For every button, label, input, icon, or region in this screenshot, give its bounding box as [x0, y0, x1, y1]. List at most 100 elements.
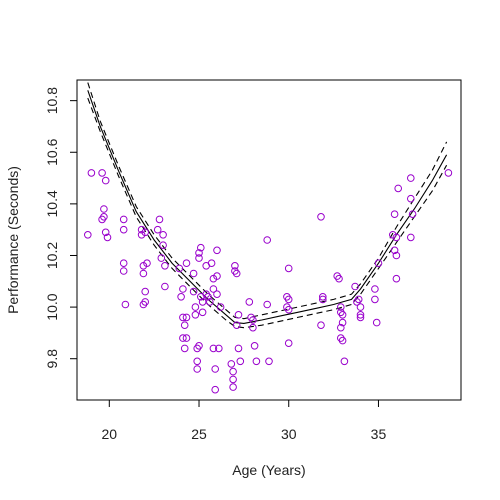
- upper-confidence-band: [87, 82, 448, 320]
- data-point: [265, 357, 273, 366]
- data-point: [356, 311, 365, 319]
- data-point: [354, 295, 363, 304]
- x-tick-label: 30: [281, 426, 297, 442]
- x-tick-label: 35: [371, 426, 387, 442]
- data-point: [195, 249, 203, 257]
- data-point: [234, 311, 243, 319]
- data-point: [211, 385, 219, 394]
- data-point: [182, 334, 191, 342]
- data-point: [143, 259, 151, 268]
- data-point: [189, 269, 198, 278]
- data-point: [227, 360, 236, 368]
- data-point: [121, 300, 130, 309]
- data-point: [236, 357, 245, 366]
- data-point: [390, 210, 399, 218]
- data-point: [245, 298, 254, 306]
- data-point: [335, 274, 343, 283]
- data-point: [215, 344, 223, 353]
- data-point: [232, 269, 241, 278]
- data-point: [119, 225, 128, 234]
- data-point: [198, 298, 207, 306]
- data-point: [157, 254, 166, 262]
- y-tick-label: 10.8: [44, 87, 60, 114]
- data-point: [338, 311, 347, 319]
- data-point: [193, 357, 201, 366]
- data-point: [371, 295, 379, 304]
- data-point: [317, 213, 325, 221]
- data-point: [119, 259, 128, 268]
- data-point: [182, 259, 191, 268]
- data-point: [284, 305, 293, 314]
- data-point: [337, 334, 345, 342]
- data-point: [284, 339, 293, 348]
- data-point: [175, 264, 184, 273]
- data-point: [249, 323, 257, 332]
- data-point: [213, 290, 221, 299]
- data-point: [193, 365, 201, 373]
- lower-confidence-band: [87, 97, 448, 329]
- data-point: [103, 233, 112, 242]
- data-point: [356, 313, 365, 322]
- data-point: [191, 303, 200, 311]
- data-point: [206, 298, 214, 306]
- data-points: [84, 169, 453, 394]
- data-point: [209, 285, 218, 293]
- data-point: [250, 342, 259, 350]
- data-point: [353, 298, 361, 306]
- data-point: [182, 313, 191, 322]
- data-point: [371, 285, 379, 293]
- data-point: [119, 267, 128, 275]
- data-point: [101, 176, 110, 185]
- data-point: [177, 293, 185, 301]
- data-point: [229, 383, 237, 391]
- data-point: [319, 295, 327, 304]
- x-tick-label: 20: [102, 426, 118, 442]
- y-tick-label: 10.4: [44, 190, 60, 217]
- data-point: [213, 272, 221, 280]
- data-point: [84, 231, 92, 239]
- data-point: [407, 194, 415, 203]
- data-point: [179, 313, 187, 322]
- data-point: [139, 269, 148, 278]
- data-point: [319, 293, 327, 301]
- data-point: [392, 251, 401, 260]
- data-point: [252, 357, 261, 366]
- data-point: [392, 274, 401, 283]
- data-point: [198, 308, 207, 317]
- data-point: [231, 267, 239, 275]
- data-point: [372, 318, 381, 327]
- data-point: [159, 241, 167, 249]
- data-point: [338, 336, 347, 345]
- y-tick-label: 10.0: [44, 293, 60, 320]
- data-point: [209, 344, 218, 353]
- data-point: [179, 334, 187, 342]
- data-point: [340, 357, 349, 366]
- data-point: [337, 308, 345, 317]
- data-point: [407, 233, 415, 242]
- data-point: [161, 282, 169, 291]
- data-point: [392, 233, 401, 242]
- data-point: [337, 323, 345, 332]
- data-point: [263, 300, 272, 309]
- data-point: [161, 262, 169, 270]
- y-axis: 9.8 10.0 10.2 10.4 10.6 10.8: [44, 87, 78, 368]
- data-point: [356, 303, 365, 311]
- data-point: [180, 344, 189, 353]
- data-point: [232, 321, 241, 330]
- data-point: [213, 246, 221, 255]
- data-point: [204, 293, 212, 301]
- data-point: [263, 236, 272, 244]
- data-point: [189, 287, 198, 296]
- y-tick-label: 10.2: [44, 242, 60, 269]
- data-point: [317, 321, 325, 330]
- data-point: [284, 264, 293, 273]
- data-point: [101, 228, 110, 237]
- data-point: [408, 210, 417, 218]
- data-point: [216, 303, 225, 311]
- data-point: [338, 318, 347, 327]
- data-point: [211, 365, 219, 373]
- data-point: [284, 295, 293, 304]
- data-point: [229, 367, 237, 376]
- data-point: [98, 169, 106, 177]
